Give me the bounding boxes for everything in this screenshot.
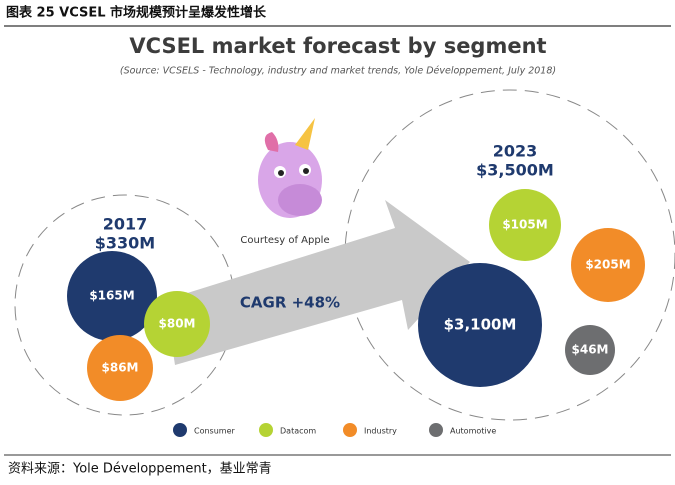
bubble — [87, 335, 153, 401]
bubble-label: $165M — [89, 289, 134, 303]
footer: 资料来源：Yole Développement，基业常青 — [8, 462, 272, 477]
courtesy: Courtesy of Apple — [240, 235, 329, 246]
legend-dot — [343, 423, 357, 437]
legend-label: Consumer — [194, 427, 236, 436]
bubble — [571, 228, 645, 302]
title: VCSEL market forecast by segment — [129, 34, 546, 58]
bubble — [418, 263, 542, 387]
legend-dot — [259, 423, 273, 437]
legend-dot — [173, 423, 187, 437]
bubble — [489, 189, 561, 261]
bubble-label: $80M — [159, 317, 196, 331]
bubble-label: $3,100M — [444, 316, 517, 334]
cagr: CAGR +48% — [240, 294, 340, 312]
source: (Source: VCSELS - Technology, industry a… — [120, 66, 556, 77]
bubble — [565, 325, 615, 375]
unicorn-icon — [258, 118, 322, 218]
bubble-label: $205M — [585, 258, 630, 272]
group-year: 2023 — [493, 142, 538, 161]
bubble-label: $105M — [502, 218, 547, 232]
group-year: 2017 — [103, 215, 148, 234]
bubble — [144, 291, 210, 357]
legend-label: Automotive — [450, 427, 496, 436]
legend-label: Industry — [364, 427, 397, 436]
growth-arrow — [165, 200, 470, 365]
header-title: 图表 25 VCSEL 市场规模预计呈爆发性增长 — [6, 5, 267, 21]
bubble-label: $86M — [102, 361, 139, 375]
bubble-label: $46M — [572, 343, 609, 357]
legend-dot — [429, 423, 443, 437]
legend-label: Datacom — [280, 427, 316, 436]
bubble — [67, 251, 157, 341]
group-total: $3,500M — [476, 161, 554, 180]
group-total: $330M — [95, 234, 155, 253]
